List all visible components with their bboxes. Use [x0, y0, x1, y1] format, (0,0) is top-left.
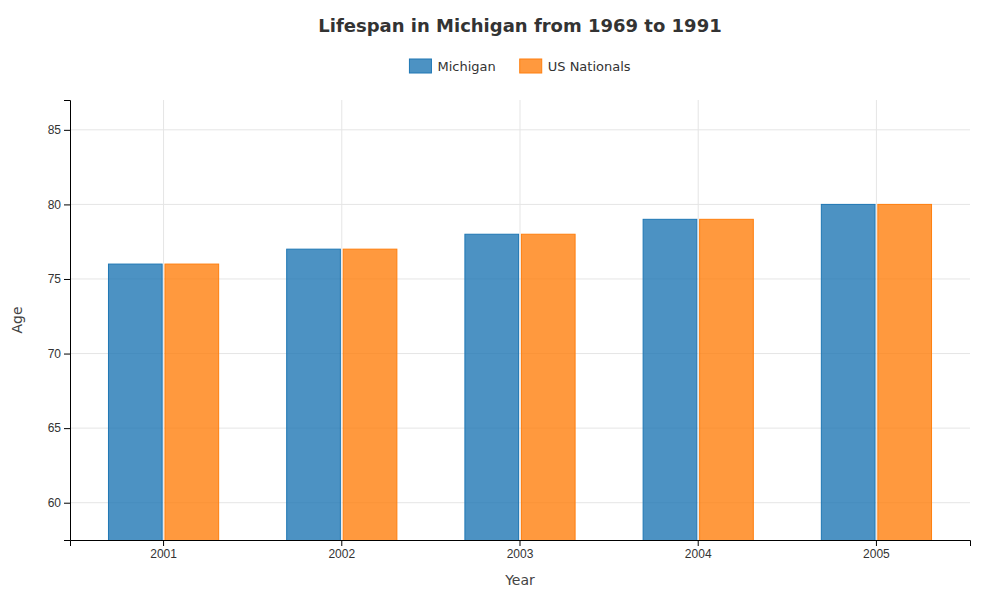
plot-area: 2001 2002 2003 2004 2005 60 65 70 75 80 85 [48, 100, 971, 600]
y-tick-mark [64, 428, 70, 429]
x-tick: 2002 [328, 540, 355, 561]
legend-swatch [409, 59, 431, 73]
legend: Michigan US Nationals [409, 59, 630, 74]
grid-line [520, 100, 521, 540]
bar [700, 219, 754, 540]
y-tick-mark [64, 204, 70, 205]
y-tick-label: 65 [48, 421, 62, 435]
chart-container: 2001 2002 2003 2004 2005 60 65 70 75 80 85 Lifespan… [0, 0, 1000, 600]
x-tick-label: 2003 [507, 547, 534, 561]
y-tick-label: 75 [48, 272, 62, 286]
bar [643, 219, 697, 540]
bar [878, 204, 932, 540]
x-tick-label: 2002 [328, 547, 355, 561]
bar [465, 234, 519, 540]
x-axis-line [71, 541, 971, 547]
page: {"chart_data": {"type": "bar", "title": … [0, 0, 1000, 600]
x-axis-title: Year [504, 572, 535, 588]
x-tick-label: 2004 [685, 547, 712, 561]
bar [287, 249, 341, 540]
legend-label: US Nationals [548, 59, 631, 74]
bar [165, 264, 219, 540]
grid-line [341, 100, 342, 540]
y-tick: 60 [48, 496, 70, 510]
x-tick-mark [520, 540, 521, 546]
legend-swatch [520, 59, 542, 73]
y-tick-mark [64, 354, 70, 355]
y-axis-title: Age [9, 306, 25, 333]
y-tick-label: 60 [48, 496, 62, 510]
bar [821, 204, 875, 540]
grid-line [163, 100, 164, 540]
x-axis: 2001 2002 2003 2004 2005 [71, 540, 971, 561]
grid-line [876, 100, 877, 540]
legend-item: Michigan [409, 59, 495, 74]
bar [521, 234, 575, 540]
y-axis: 60 65 70 75 80 85 [48, 101, 71, 541]
y-tick-mark [64, 503, 70, 504]
bar [343, 249, 397, 540]
x-tick-label: 2005 [863, 547, 890, 561]
x-tick: 2005 [863, 540, 890, 561]
bars [108, 204, 931, 540]
y-axis-line [64, 101, 71, 541]
x-tick: 2004 [685, 540, 712, 561]
legend-item: US Nationals [520, 59, 631, 74]
x-tick-mark [163, 540, 164, 546]
chart-svg: 2001 2002 2003 2004 2005 60 65 70 75 80 85 Lifespan… [0, 0, 1000, 600]
x-tick-mark [876, 540, 877, 546]
grid-line [698, 100, 699, 540]
y-tick: 70 [48, 347, 70, 361]
legend-label: Michigan [437, 59, 495, 74]
x-tick: 2003 [507, 540, 534, 561]
x-tick-mark [698, 540, 699, 546]
x-tick-mark [341, 540, 342, 546]
bar-series [165, 204, 932, 540]
y-tick-mark [64, 279, 70, 280]
y-tick: 65 [48, 421, 70, 435]
bar-series [108, 204, 875, 540]
y-tick-label: 85 [48, 123, 62, 137]
title: Lifespan in Michigan from 1969 to 1991 [318, 15, 721, 36]
x-tick-label: 2001 [150, 547, 177, 561]
y-tick: 75 [48, 272, 70, 286]
y-tick: 80 [48, 198, 70, 212]
y-tick-label: 70 [48, 347, 62, 361]
y-tick-label: 80 [48, 198, 62, 212]
y-tick-mark [64, 130, 70, 131]
y-tick: 85 [48, 123, 70, 137]
bar [108, 264, 162, 540]
x-tick: 2001 [150, 540, 177, 561]
